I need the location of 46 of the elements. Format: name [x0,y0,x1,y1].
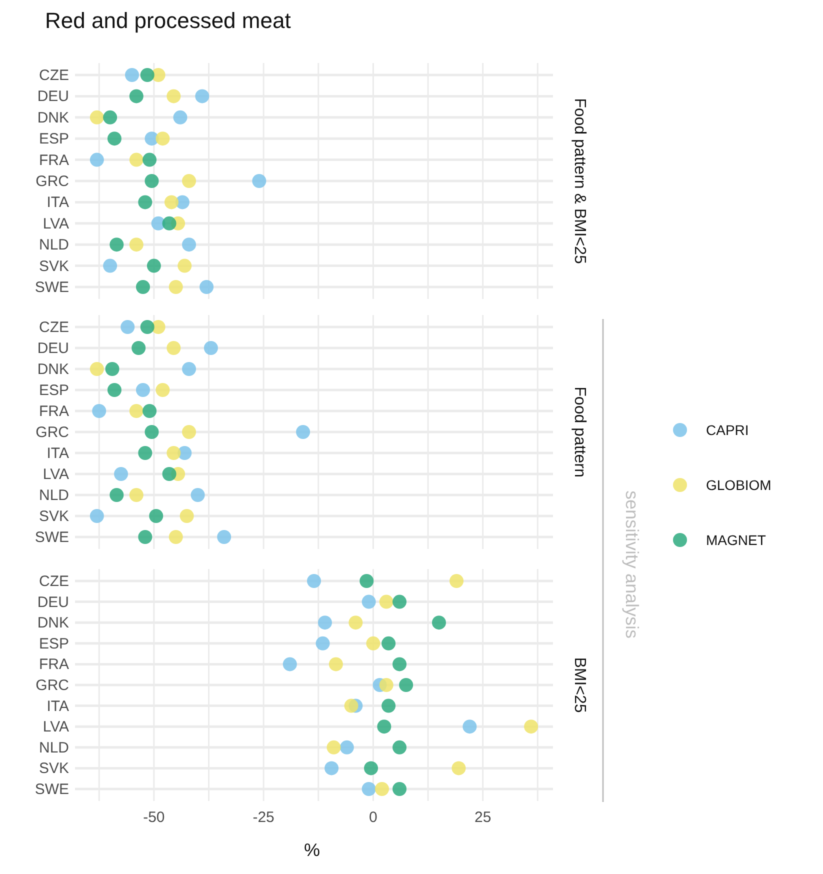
y-tick-label: GRC [36,424,70,441]
legend-label: GLOBIOM [706,477,772,493]
y-tick-label: CZE [39,319,69,336]
y-tick-label: LVA [42,718,69,736]
y-tick-label: LVA [42,466,69,483]
y-tick-label: ITA [46,698,69,715]
y-tick-label: FRA [39,403,69,420]
y-tick-label: ITA [46,445,69,462]
y-tick-label: ESP [38,635,69,652]
legend-label: MAGNET [706,532,766,548]
x-tick-label: 25 [474,809,492,826]
y2-axis-title: BMI<25 [571,657,588,713]
y-tick-label: DNK [37,614,69,632]
y-tick-label: FRA [39,656,69,674]
y-tick-label: FRA [39,152,69,169]
x-tick-label: 0 [369,809,378,826]
y-tick-label: ITA [46,194,69,212]
y-tick-label: SVK [38,760,69,778]
y-tick-label: NLD [38,487,70,504]
x-axis-title: % [304,840,320,860]
y-tick-label: NLD [38,236,70,254]
y-tick-label: ESP [38,130,69,148]
text: sensitivity analysis [622,490,642,639]
y-tick-label: DNK [37,361,69,378]
y-tick-label: SVK [38,258,69,275]
y-tick-label: GRC [36,677,70,694]
y-tick-label: SWE [34,529,69,546]
y-tick-label: CZE [39,67,69,84]
y2-axis-title: Food pattern [571,386,588,478]
y-tick-label: SWE [34,781,69,798]
y-tick-label: SVK [38,508,69,525]
chart-title: Red and processed meat [45,8,291,33]
y-tick-label: GRC [36,173,70,190]
y-tick-label: DEU [37,88,69,106]
y-tick-label: DNK [37,109,69,126]
legend-label: CAPRI [706,422,749,438]
y-tick-label: DEU [37,594,69,611]
y-tick-label: ESP [38,382,69,399]
y-tick-label: LVA [42,215,69,232]
y2-axis-title: Food pattern & BMI<25 [571,98,588,264]
y-tick-label: CZE [39,573,69,590]
y-tick-label: DEU [37,340,69,357]
y-tick-label: NLD [38,739,70,756]
y-tick-label: SWE [34,279,69,296]
x-tick-label: -25 [252,809,274,826]
x-tick-label: -50 [143,809,165,826]
